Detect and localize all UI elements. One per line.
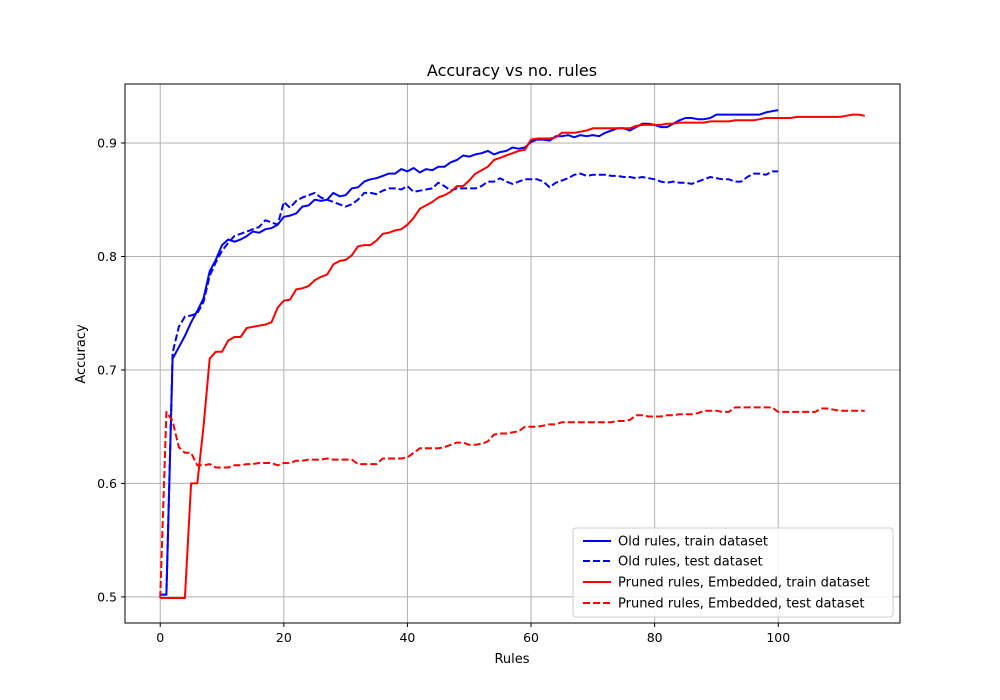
- legend: Old rules, train dataset Old rules, test…: [572, 527, 894, 618]
- y-axis-label: Accuracy: [74, 324, 89, 384]
- grid-lines: [125, 84, 900, 623]
- x-tick-label: 20: [276, 630, 292, 645]
- y-tick-label: 0.9: [97, 136, 117, 151]
- y-axis-ticks: 0.5 0.6 0.7 0.8 0.9: [97, 136, 125, 604]
- legend-label: Pruned rules, Embedded, train dataset: [618, 576, 870, 591]
- y-tick-label: 0.6: [97, 476, 117, 491]
- y-tick-label: 0.8: [97, 249, 117, 264]
- chart-title: Accuracy vs no. rules: [427, 61, 597, 80]
- plot-lines: [159, 109, 865, 599]
- series-line: [160, 113, 865, 599]
- series-line: [159, 406, 865, 599]
- legend-entry: Old rules, test dataset: [583, 555, 763, 570]
- x-tick-label: 80: [647, 630, 663, 645]
- x-tick-label: 40: [399, 630, 415, 645]
- x-tick-label: 0: [156, 630, 164, 645]
- legend-entry: Pruned rules, Embedded, test dataset: [583, 597, 864, 612]
- x-axis-label: Rules: [494, 652, 529, 667]
- y-tick-label: 0.5: [97, 589, 117, 604]
- x-tick-label: 100: [766, 630, 790, 645]
- legend-label: Old rules, train dataset: [618, 535, 768, 550]
- legend-entry: Pruned rules, Embedded, train dataset: [583, 576, 870, 591]
- legend-entry: Old rules, train dataset: [583, 535, 768, 550]
- legend-label: Old rules, test dataset: [618, 555, 763, 570]
- x-tick-label: 60: [523, 630, 539, 645]
- legend-label: Pruned rules, Embedded, test dataset: [618, 597, 864, 612]
- plot-frame: [124, 83, 901, 624]
- legend-box: [572, 527, 894, 618]
- x-axis-ticks: 0 20 40 60 80 100: [156, 623, 790, 645]
- y-tick-label: 0.7: [97, 362, 117, 377]
